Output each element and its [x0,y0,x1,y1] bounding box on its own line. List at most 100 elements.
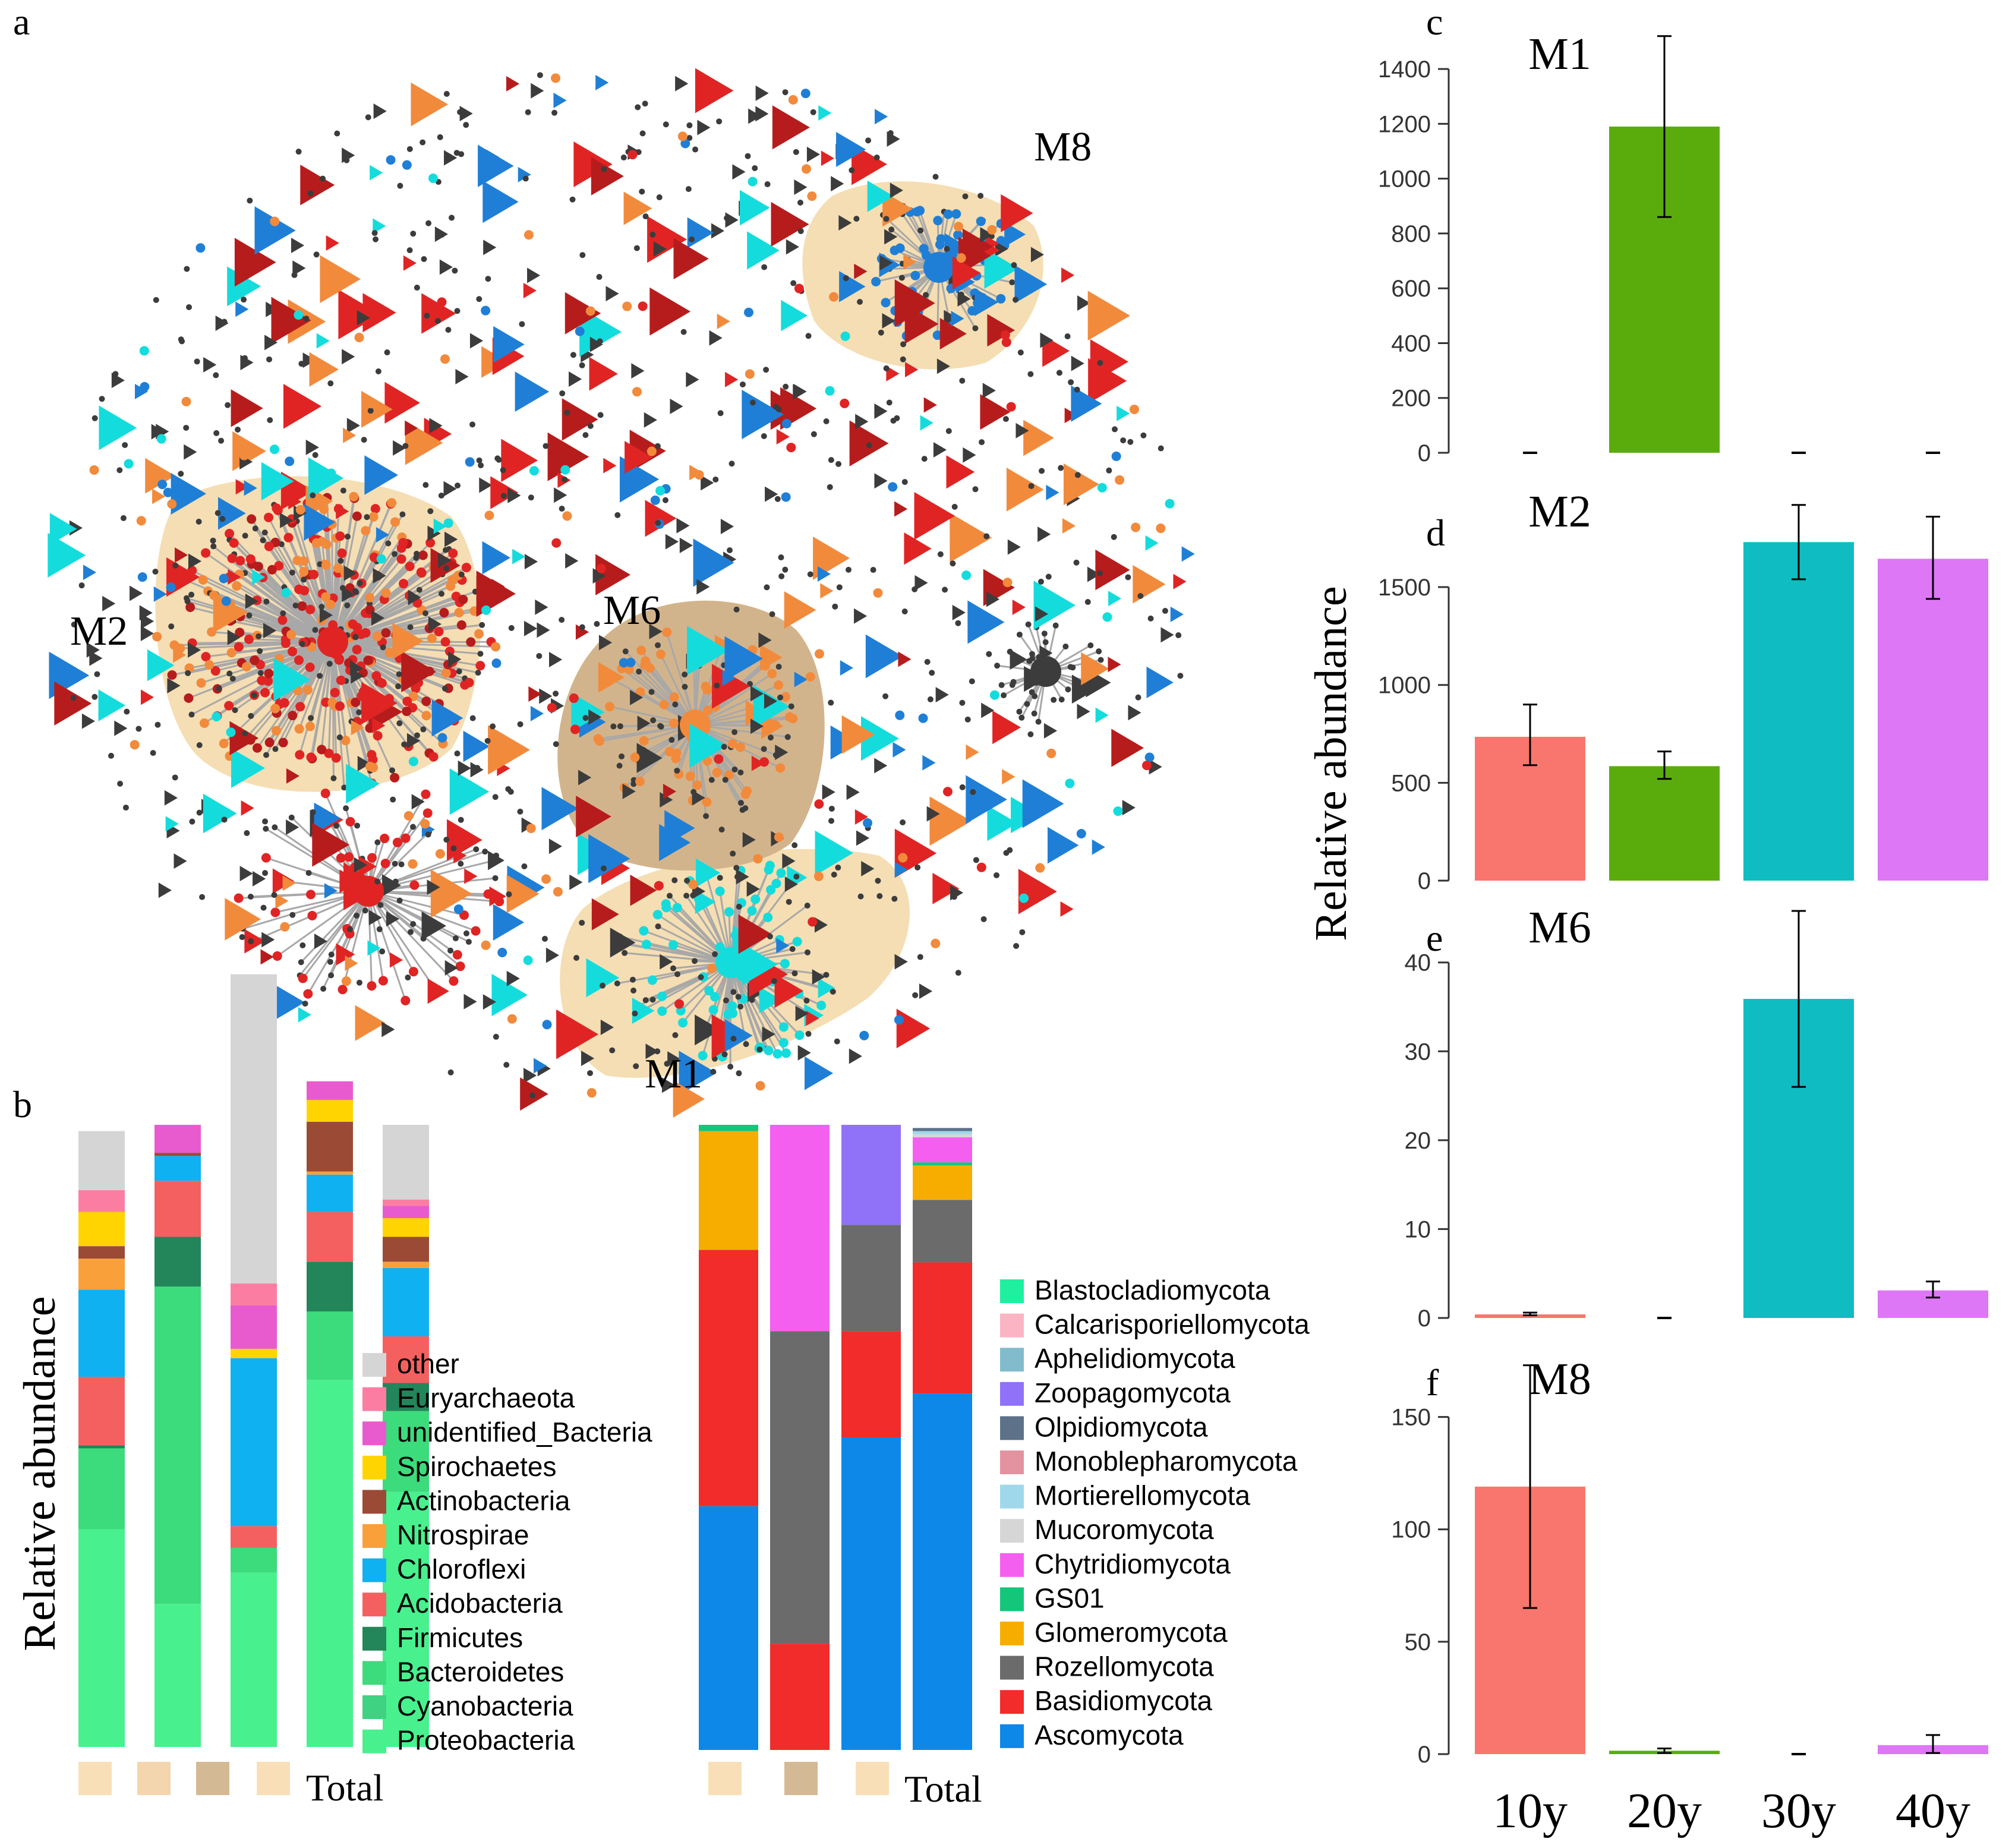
network-node-circle [1065,686,1071,693]
network-node-circle [294,724,304,734]
network-node-circle [614,512,621,518]
network-node-triangle [653,241,667,257]
network-node-triangle [463,994,477,1010]
network-node-circle [252,525,258,532]
network-node-circle [794,1030,805,1040]
legend-swatch [362,1490,386,1514]
network-node-circle [94,671,100,677]
network-node-circle [264,668,274,679]
network-node-triangle [336,943,355,966]
network-node-triangle [725,371,739,387]
network-node-triangle [463,730,490,762]
stacked-segment-acidobacteria [154,1181,201,1237]
network-node-circle [585,306,595,316]
network-node-circle [443,518,453,528]
network-node-circle [917,954,923,960]
network-node-triangle [739,190,770,226]
network-node-circle [755,1081,765,1091]
network-node-circle [791,970,798,977]
network-node-circle [610,723,617,730]
network-node-circle [881,298,891,308]
network-node-triangle [874,473,888,489]
network-nodes [48,68,1195,1118]
network-node-circle [178,336,184,343]
network-node-triangle [966,744,979,760]
network-node-circle [1027,731,1034,737]
network-node-circle [408,929,414,935]
network-node-triangle [772,105,810,150]
module-title-m8: M8 [1528,1354,1591,1404]
network-node-circle [1019,893,1029,903]
network-node-triangle [854,809,868,825]
network-node-circle [816,1001,827,1011]
network-node-triangle [1033,581,1076,630]
network-node-triangle [459,106,473,122]
module-hull-m8 [802,181,1043,370]
network-node-circle [463,122,469,128]
legend-swatch [1000,1416,1024,1440]
network-node-circle [977,193,984,199]
network-node-circle [392,860,398,867]
network-node-circle [764,584,770,591]
network-node-triangle [283,383,322,429]
network-node-triangle [1173,573,1187,589]
network-node-circle [712,476,719,483]
network-node-circle [474,629,484,639]
network-node-circle [888,482,898,492]
network-node-circle [553,741,559,748]
network-node-circle [994,663,1001,669]
stacked-segment-euryarchaeota [231,1283,277,1305]
network-node-circle [828,457,834,463]
network-node-circle [639,188,645,195]
y-tick-label: 200 [1391,386,1431,412]
network-node-circle [452,935,459,942]
network-node-circle [912,207,922,217]
network-edge [250,558,334,643]
network-node-triangle [1061,267,1075,283]
network-node-circle [454,308,461,314]
network-node-triangle [980,394,1011,430]
network-node-circle [411,683,421,693]
network-node-circle [547,702,557,712]
network-node-triangle [1007,539,1021,555]
legend-swatch [362,1524,386,1548]
network-node-triangle [771,201,809,247]
network-node-circle [710,1068,717,1075]
network-node-circle [229,538,239,548]
network-node-triangle [603,458,617,474]
network-node-circle [261,853,271,863]
network-node-triangle [753,685,790,729]
network-node-triangle [1077,295,1091,311]
network-node-triangle [1077,704,1090,720]
network-node-triangle [589,336,603,352]
network-node-triangle [738,914,772,954]
network-node-circle [438,492,444,499]
network-node-circle [269,444,279,455]
network-node-circle [759,757,770,767]
network-node-circle [440,637,450,647]
network-node-circle [428,174,438,184]
network-node-circle [914,864,921,871]
network-node-triangle [428,616,442,632]
y-tick-label: 1200 [1378,111,1431,137]
network-node-circle [635,687,645,697]
network-node-triangle [951,311,964,327]
network-node-triangle [673,1080,705,1118]
network-node-circle [1009,279,1016,286]
network-node-triangle [527,267,541,283]
network-node-circle [279,698,289,708]
network-node-circle [657,991,667,1001]
network-node-circle [784,712,794,722]
network-node-circle [1056,370,1062,376]
network-node-circle [311,538,321,548]
network-node-circle [441,668,451,678]
network-node-circle [672,903,682,913]
network-node-triangle [631,363,645,379]
stacked-segment-nitrospirae [307,1171,353,1175]
network-node-circle [1087,642,1094,649]
network-node-triangle [488,725,531,775]
legend-label: GS01 [1035,1582,1105,1613]
panel-b-ylabel: Relative abundance [15,1296,65,1651]
network-node-triangle [1181,546,1195,562]
